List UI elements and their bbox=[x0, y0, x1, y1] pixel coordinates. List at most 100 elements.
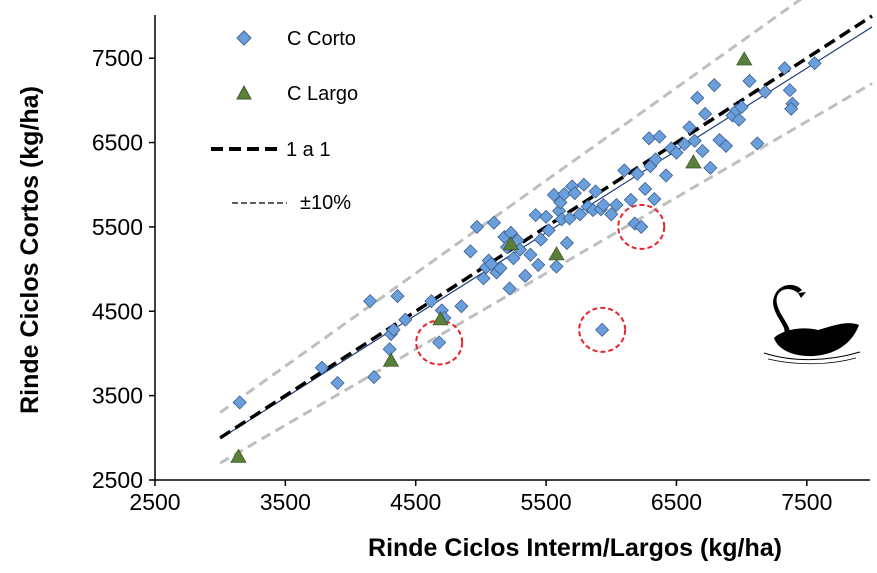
c-corto-point bbox=[476, 271, 491, 286]
c-corto-point bbox=[734, 100, 749, 115]
c-largo-point bbox=[548, 246, 565, 261]
c-corto-point bbox=[432, 335, 447, 350]
c-corto-point bbox=[638, 181, 653, 197]
c-corto-point bbox=[677, 137, 692, 152]
c-corto-point bbox=[604, 207, 619, 222]
c-corto-point bbox=[493, 261, 508, 276]
c-corto-point bbox=[557, 186, 572, 202]
c-corto-point bbox=[669, 145, 684, 160]
data-points bbox=[230, 51, 822, 463]
swan-icon bbox=[763, 284, 861, 365]
c-corto-point bbox=[807, 56, 822, 71]
c-largo-point bbox=[432, 311, 449, 326]
c-corto-point bbox=[588, 184, 603, 199]
x-tick-label: 2500 bbox=[129, 489, 180, 515]
lower-10pct-line bbox=[219, 82, 873, 465]
c-corto-point bbox=[634, 219, 649, 234]
c-corto-point bbox=[541, 223, 556, 238]
c-corto-point bbox=[658, 168, 674, 183]
c-corto-point bbox=[549, 259, 564, 274]
c-corto-point bbox=[232, 395, 247, 410]
c-corto-point bbox=[518, 268, 533, 283]
y-tick-label: 3500 bbox=[92, 383, 143, 409]
c-corto-point bbox=[648, 152, 663, 167]
c-corto-point bbox=[642, 131, 657, 146]
legend-label-c-corto: C Corto bbox=[287, 28, 356, 50]
c-corto-point bbox=[630, 166, 645, 181]
c-corto-point bbox=[533, 232, 548, 247]
c-corto-point bbox=[523, 247, 538, 262]
upper-10pct-line bbox=[219, 0, 803, 414]
legend: C Corto C Largo 1 a 1 ±10% bbox=[211, 28, 358, 214]
c-corto-point bbox=[463, 244, 478, 259]
c-corto-point bbox=[506, 251, 521, 266]
c-corto-point bbox=[330, 375, 345, 391]
legend-diamond-marker bbox=[236, 30, 252, 46]
y-axis-ticks: 2500 3500 4500 5500 6500 7500 bbox=[92, 45, 155, 493]
c-corto-point bbox=[777, 61, 792, 76]
c-corto-point bbox=[528, 208, 543, 223]
c-corto-point bbox=[742, 73, 757, 89]
x-axis-ticks: 2500 3500 4500 5500 6500 7500 bbox=[129, 480, 832, 515]
c-largo-point bbox=[685, 154, 702, 169]
c-corto-point bbox=[617, 163, 632, 178]
highlight-circle bbox=[617, 203, 666, 250]
legend-label-10pct: ±10% bbox=[300, 192, 351, 214]
c-corto-point bbox=[398, 312, 413, 327]
c-corto-point bbox=[703, 160, 718, 175]
c-corto-point bbox=[698, 106, 713, 121]
c-corto-point bbox=[390, 289, 405, 304]
c-corto-point bbox=[695, 143, 710, 159]
c-corto-point bbox=[502, 281, 517, 296]
c-corto-point bbox=[687, 133, 702, 148]
x-tick-label: 3500 bbox=[260, 489, 311, 515]
c-largo-point bbox=[230, 448, 247, 463]
c-corto-point bbox=[707, 78, 722, 93]
c-corto-point bbox=[363, 294, 378, 309]
c-corto-point bbox=[596, 197, 611, 213]
c-corto-point bbox=[758, 84, 773, 99]
c-corto-point bbox=[567, 186, 582, 201]
c-corto-point bbox=[314, 360, 329, 375]
c-corto-point bbox=[609, 197, 624, 213]
legend-triangle-marker bbox=[236, 84, 252, 100]
c-corto-point bbox=[386, 322, 401, 337]
y-tick-label: 5500 bbox=[92, 214, 143, 240]
c-corto-point bbox=[731, 112, 747, 127]
c-corto-point bbox=[690, 90, 705, 105]
c-corto-point bbox=[424, 294, 439, 309]
y-tick-label: 2500 bbox=[92, 467, 143, 493]
c-corto-point bbox=[469, 219, 485, 234]
x-tick-label: 4500 bbox=[390, 489, 441, 515]
c-corto-point bbox=[486, 215, 502, 230]
c-corto-point bbox=[652, 129, 667, 144]
y-tick-label: 6500 bbox=[92, 130, 143, 156]
x-tick-label: 6500 bbox=[651, 489, 702, 515]
c-corto-point bbox=[572, 207, 588, 222]
x-tick-label: 7500 bbox=[781, 489, 832, 515]
x-tick-label: 5500 bbox=[521, 489, 572, 515]
legend-label-1a1: 1 a 1 bbox=[286, 139, 330, 161]
c-corto-point bbox=[576, 177, 591, 192]
c-corto-point bbox=[718, 138, 734, 153]
c-corto-point bbox=[784, 101, 799, 116]
c-corto-point bbox=[595, 322, 610, 337]
legend-label-c-largo: C Largo bbox=[287, 83, 358, 105]
c-corto-point bbox=[559, 235, 575, 251]
c-largo-point bbox=[502, 235, 520, 251]
c-corto-point bbox=[647, 192, 662, 207]
c-corto-point bbox=[782, 83, 797, 98]
c-largo-point bbox=[736, 51, 753, 66]
c-corto-point bbox=[546, 187, 561, 202]
c-corto-point bbox=[454, 299, 469, 314]
c-corto-point bbox=[531, 257, 546, 272]
c-corto-point bbox=[562, 211, 577, 226]
c-corto-point bbox=[623, 192, 638, 207]
c-corto-point bbox=[382, 342, 397, 357]
c-corto-point bbox=[366, 370, 382, 385]
c-largo-point bbox=[382, 352, 400, 367]
y-tick-label: 7500 bbox=[92, 45, 143, 71]
highlight-circle bbox=[578, 306, 627, 353]
c-corto-point bbox=[682, 120, 697, 135]
